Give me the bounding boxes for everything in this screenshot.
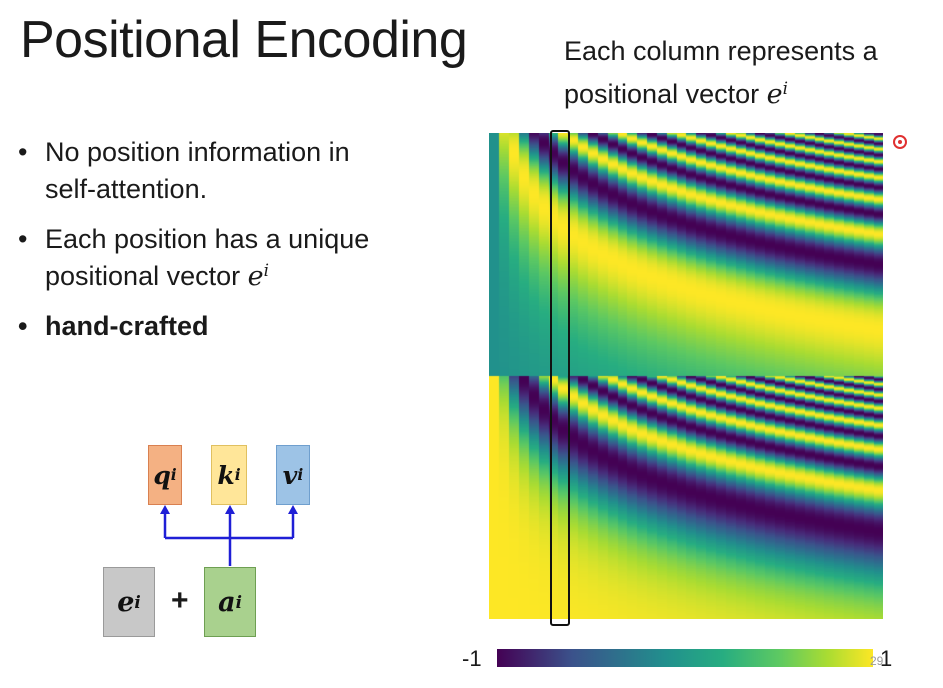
bullet-list: No position information in self-attentio… (18, 134, 369, 358)
bullet-line: positional vector (45, 261, 248, 291)
bullet-symbol-sup: i (263, 259, 269, 280)
bullet-line: Each position has a unique (45, 224, 370, 254)
arrowhead-k (225, 505, 235, 514)
heatmap-caption: Each column represents a positional vect… (564, 30, 878, 116)
query-symbol: q (153, 460, 171, 490)
bullet-symbol: ei (248, 261, 269, 292)
positional-symbol: e (117, 586, 135, 618)
arrowhead-q (160, 505, 170, 514)
caption-symbol-sup: i (782, 77, 788, 98)
caption-line-1: Each column represents a (564, 36, 878, 66)
positional-encoding-heatmap (489, 133, 883, 619)
plus-sign: + (171, 584, 189, 617)
bullet-item: No position information in self-attentio… (18, 134, 369, 208)
colorbar-max-label: 1 (880, 646, 893, 671)
laser-pointer-icon (893, 135, 907, 149)
colorbar (497, 649, 873, 667)
highlighted-column-frame (550, 130, 570, 626)
bullet-line: hand-crafted (45, 311, 209, 341)
bullet-line: self-attention. (45, 174, 208, 204)
page-number: 29 (870, 654, 884, 668)
caption-line-2: positional vector ei (564, 73, 878, 116)
colorbar-min-label: -1 (462, 646, 482, 671)
bullet-symbol-base: e (247, 261, 264, 292)
input-symbol: a (218, 586, 236, 618)
key-symbol: k (217, 460, 235, 490)
caption-symbol: ei (767, 79, 788, 110)
caption-text: positional vector (564, 79, 767, 109)
bullet-item: Each position has a unique positional ve… (18, 221, 369, 295)
value-symbol: v (282, 460, 298, 490)
bullet-line: No position information in (45, 137, 350, 167)
bullet-item: hand-crafted (18, 308, 369, 345)
slide-title: Positional Encoding (20, 11, 468, 69)
heatmap-canvas (489, 133, 883, 619)
caption-symbol-base: e (766, 79, 783, 110)
arrowhead-v (288, 505, 298, 514)
